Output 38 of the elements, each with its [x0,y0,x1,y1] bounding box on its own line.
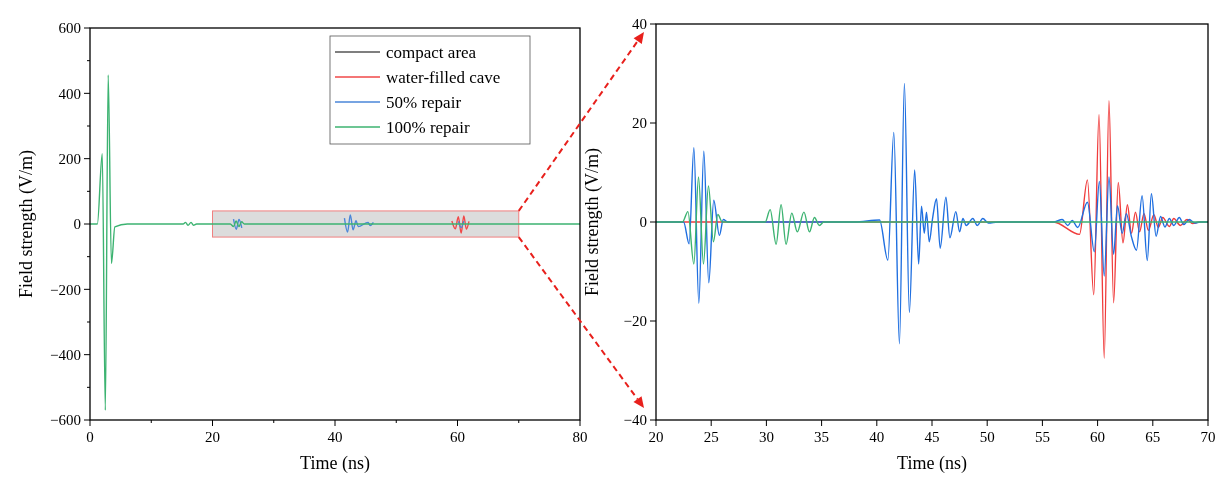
x-tick-label: 30 [758,429,774,445]
x-tick-label: 55 [1034,429,1050,445]
y-tick-label: −20 [623,313,647,330]
x-tick-label: 40 [327,429,343,445]
y-tick-label: −400 [50,346,81,363]
y-tick-label: 0 [73,216,81,233]
y-axis-title: Field strength (V/m) [16,150,37,298]
line-series [656,176,1208,265]
x-tick-label: 35 [814,429,830,445]
y-tick-label: 600 [58,20,81,37]
x-tick-label: 80 [572,429,588,445]
x-tick-label: 60 [1090,429,1106,445]
y-tick-label: −600 [50,412,81,429]
y-tick-label: −40 [623,412,647,429]
x-tick-label: 20 [648,429,664,445]
x-tick-label: 0 [86,429,94,445]
x-tick-label: 50 [979,429,995,445]
y-tick-label: −200 [50,281,81,298]
y-tick-label: 40 [632,16,647,33]
y-axis-title: Field strength (V/m) [582,148,603,296]
legend-label: 100% repair [386,117,470,137]
legend-label: 50% repair [386,92,462,112]
x-tick-label: 25 [703,429,719,445]
x-tick-label: 20 [205,429,220,445]
y-tick-label: 20 [632,115,647,132]
line-series [451,215,470,234]
x-tick-label: 40 [869,429,885,445]
y-tick-label: 200 [58,150,81,167]
x-tick-label: 45 [924,429,940,445]
x-axis-title: Time (ns) [897,453,967,474]
x-tick-label: 65 [1145,429,1161,445]
x-tick-label: 60 [450,429,465,445]
x-tick-label: 70 [1200,429,1216,445]
y-tick-label: 400 [58,85,81,102]
legend-label: water-filled cave [386,67,501,87]
x-axis-title: Time (ns) [300,453,370,474]
y-tick-label: 0 [639,214,647,231]
legend-label: compact area [386,42,477,62]
